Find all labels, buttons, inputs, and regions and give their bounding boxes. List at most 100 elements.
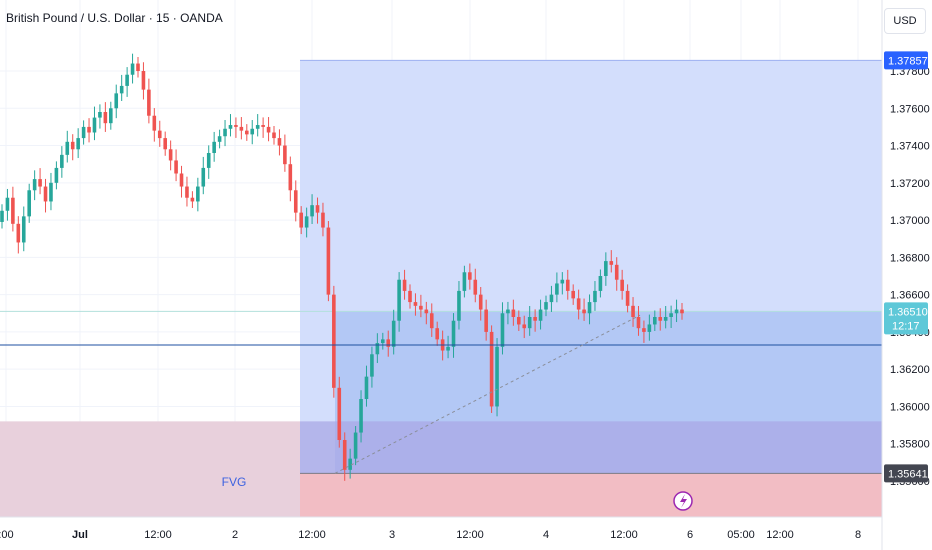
candle-body [163, 138, 167, 150]
candle-body [310, 205, 314, 217]
candle-body [217, 136, 222, 142]
candle-body [65, 141, 70, 155]
candle-body [245, 130, 249, 135]
candle-body [5, 197, 10, 211]
candle-body [87, 126, 91, 133]
time-axis[interactable]: :00 Jul 12:00 2 12:00 3 12:00 4 12:00 6 05:00 12:00… [0, 516, 882, 541]
candle-body [582, 309, 586, 314]
price-tick: 1.36000 [890, 401, 930, 413]
candle-body [424, 309, 429, 314]
currency-button[interactable]: USD [884, 8, 926, 34]
candle-body [136, 63, 140, 71]
candle-body [544, 302, 548, 310]
fvg-label: FVG [222, 475, 247, 489]
candle-body [353, 432, 358, 459]
candle-body [114, 93, 119, 109]
candle-body [538, 309, 543, 321]
candle-body [478, 294, 483, 310]
candle-body [342, 440, 347, 470]
candle-body [293, 190, 298, 213]
candle-body [429, 313, 434, 329]
fvg-target-zone [300, 473, 882, 517]
candle-body [54, 167, 59, 183]
candle-body [446, 346, 450, 351]
candle-body [255, 125, 260, 129]
candle-body [168, 149, 173, 161]
candle-body [125, 74, 129, 86]
candle-body [620, 279, 624, 291]
candle-body [375, 343, 380, 355]
price-tick: 1.37000 [890, 215, 930, 227]
time-tick: 05:00 [727, 529, 755, 541]
candle-body [185, 186, 189, 198]
price-tick: 1.36800 [890, 252, 930, 264]
candle-body [326, 227, 331, 295]
candle-body [669, 313, 673, 317]
candle-body [571, 290, 575, 299]
candle-body [364, 376, 369, 399]
candle-body [119, 85, 124, 94]
time-tick: 12:00 [298, 529, 326, 541]
time-tick: 4 [543, 529, 549, 541]
candle-body [500, 313, 505, 347]
price-tick: 1.37400 [890, 141, 930, 153]
candle-body [674, 309, 679, 314]
candle-body [190, 197, 195, 202]
candle-body [636, 317, 641, 329]
candle-body [43, 186, 48, 202]
candle-body [663, 317, 668, 321]
price-tick: 1.37600 [890, 103, 930, 115]
candle-body [565, 279, 570, 291]
candle-body [386, 339, 391, 347]
price-axis-bg [882, 0, 932, 550]
candle-body [457, 290, 461, 321]
time-tick: 8 [855, 529, 861, 541]
time-tick: Jul [72, 529, 88, 541]
time-tick: 3 [389, 529, 395, 541]
last-price-tag [884, 302, 928, 335]
candle-body [560, 279, 565, 284]
candle-body [489, 331, 494, 407]
top-price-tag [884, 51, 928, 70]
low-price-tag [884, 464, 928, 483]
candle-body [555, 283, 559, 295]
candle-body [484, 309, 488, 332]
lightning-icon [680, 494, 687, 508]
candle-body [250, 128, 255, 135]
candle-body [625, 290, 630, 306]
candle-body [157, 130, 162, 139]
candle-body [593, 290, 597, 303]
candle-body [261, 125, 265, 127]
candle-body [223, 128, 227, 137]
candle-body [473, 279, 478, 295]
candle-body [587, 302, 592, 314]
candle-body [576, 298, 581, 310]
candle-body [103, 112, 108, 124]
time-tick: 12:00 [766, 529, 794, 541]
candle-body [549, 294, 554, 303]
candle-body [391, 320, 396, 347]
price-tags: 1.37857 1.36510 12:17 1.35641 [884, 51, 928, 483]
candle-body [299, 212, 303, 228]
time-tick: 12:00 [144, 529, 172, 541]
candle-body [348, 458, 352, 470]
candle-body [397, 279, 401, 321]
candle-body [402, 279, 407, 291]
candle-body [130, 63, 135, 75]
candle-body [234, 125, 238, 127]
candle-body [141, 71, 146, 90]
candle-body [27, 190, 31, 217]
candles [0, 53, 684, 481]
top-price-tag-text: 1.37857 [888, 55, 928, 67]
overlays: FVG [0, 314, 882, 511]
candle-body [76, 138, 80, 150]
candle-body [462, 272, 467, 291]
candle-body [419, 305, 423, 310]
candle-body [658, 317, 663, 321]
candle-body [468, 272, 472, 280]
candle-body [196, 186, 200, 202]
candle-body [506, 309, 510, 314]
candle-body [152, 115, 157, 131]
symbol-title[interactable]: British Pound / U.S. Dollar · 15 · OANDA [6, 11, 223, 25]
